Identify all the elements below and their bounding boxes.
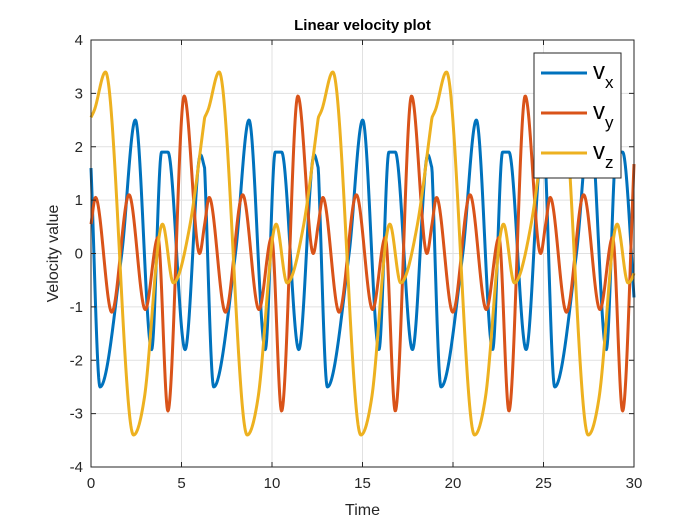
y-tick-label: 4	[75, 32, 83, 49]
x-tick-label: 20	[445, 475, 462, 492]
y-tick-label: 2	[75, 139, 83, 156]
y-tick-label: -1	[70, 299, 83, 316]
x-tick-label: 30	[626, 475, 643, 492]
series-line-vy	[89, 94, 636, 413]
x-tick-label: 5	[177, 475, 185, 492]
y-tick-label: 0	[75, 246, 83, 263]
y-axis-label: Velocity value	[45, 204, 62, 302]
y-tick-label: -3	[70, 406, 83, 423]
legend-label-vy: vy	[593, 98, 614, 132]
legend-label-vz: vz	[593, 138, 614, 172]
legend: vx vy vz	[533, 52, 622, 179]
y-tick-label: 3	[75, 85, 83, 102]
ticks: 0 5 10 15 20 25 30 -4 -3 -2 -1 0 1 2 3 4	[70, 32, 643, 492]
chart-title: Linear velocity plot	[294, 17, 431, 34]
x-axis-label: Time	[345, 502, 380, 519]
x-tick-label: 25	[535, 475, 552, 492]
x-tick-label: 10	[264, 475, 281, 492]
y-tick-label: -2	[70, 352, 83, 369]
legend-label-vx: vx	[593, 58, 614, 92]
x-tick-label: 15	[354, 475, 371, 492]
y-tick-label: -4	[70, 459, 83, 476]
x-tick-label: 0	[87, 475, 95, 492]
y-tick-label: 1	[75, 192, 83, 209]
